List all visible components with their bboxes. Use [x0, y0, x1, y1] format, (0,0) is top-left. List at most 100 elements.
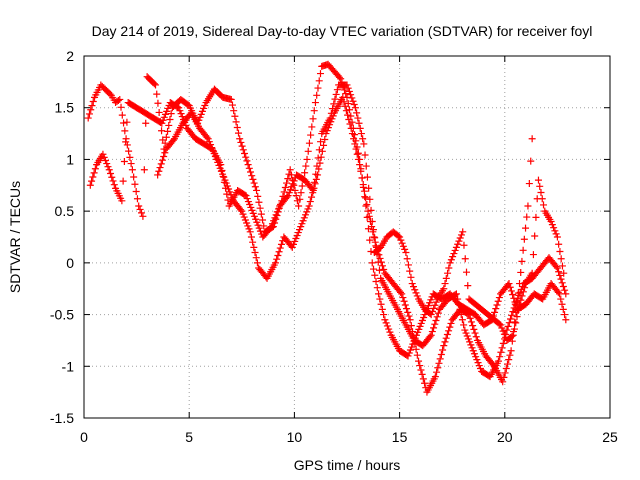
data-point	[399, 242, 407, 250]
data-point	[417, 366, 425, 374]
data-point	[464, 310, 472, 318]
data-point	[106, 90, 114, 98]
data-point	[540, 201, 548, 209]
data-point	[200, 104, 208, 112]
data-point	[243, 195, 251, 203]
data-point	[337, 75, 345, 83]
y-tick-label: 0.5	[55, 203, 75, 219]
data-point	[500, 373, 508, 381]
data-point	[561, 286, 569, 294]
data-point	[522, 224, 530, 232]
data-point	[153, 90, 161, 98]
data-point	[413, 292, 421, 300]
data-point	[296, 226, 304, 234]
data-point	[289, 240, 297, 248]
data-point	[350, 100, 358, 108]
x-axis-label: GPS time / hours	[294, 457, 401, 473]
data-point	[173, 103, 181, 111]
data-point	[254, 192, 262, 200]
data-point	[537, 189, 545, 197]
data-point	[353, 109, 361, 117]
data-point	[209, 147, 217, 155]
data-point	[400, 297, 408, 305]
data-point	[470, 350, 478, 358]
data-point	[404, 352, 412, 360]
data-point	[519, 288, 527, 296]
data-point	[421, 379, 429, 387]
data-point	[335, 73, 343, 81]
data-point	[238, 207, 246, 215]
data-point	[416, 322, 424, 330]
data-point	[427, 296, 435, 304]
data-point	[322, 130, 330, 138]
data-point	[105, 166, 113, 174]
data-point	[166, 116, 174, 124]
data-point	[302, 211, 310, 219]
data-point	[110, 181, 118, 189]
data-point	[273, 255, 281, 263]
data-point	[499, 327, 507, 335]
data-point	[226, 188, 234, 196]
series-track-c	[154, 93, 536, 396]
data-point	[409, 328, 417, 336]
data-point	[158, 119, 166, 127]
data-point	[524, 202, 532, 210]
data-point	[427, 331, 435, 339]
data-point	[419, 375, 427, 383]
data-point	[210, 150, 218, 158]
data-point	[243, 219, 251, 227]
data-point	[158, 127, 166, 135]
data-point	[104, 163, 112, 171]
data-point	[415, 357, 423, 365]
data-point	[550, 224, 558, 232]
data-point	[234, 129, 242, 137]
data-point	[344, 84, 352, 92]
data-point	[435, 359, 443, 367]
data-point	[365, 212, 373, 220]
data-point	[232, 118, 240, 126]
data-point	[398, 290, 406, 298]
data-point	[347, 112, 355, 120]
data-point	[249, 238, 257, 246]
data-point	[558, 300, 566, 308]
data-point	[154, 171, 162, 179]
data-point	[89, 173, 97, 181]
data-point	[397, 288, 405, 296]
data-point	[416, 362, 424, 370]
data-point	[197, 110, 205, 118]
data-point	[309, 189, 317, 197]
y-tick-label: 1.5	[55, 100, 75, 116]
data-point	[426, 299, 434, 307]
data-point	[128, 166, 136, 174]
data-point	[405, 349, 413, 357]
data-point	[351, 140, 359, 148]
data-point	[276, 244, 284, 252]
data-point	[159, 116, 167, 124]
data-point	[360, 187, 368, 195]
data-point	[408, 343, 416, 351]
data-point	[169, 136, 177, 144]
data-point	[357, 167, 365, 175]
data-point	[350, 135, 358, 143]
data-point	[238, 142, 246, 150]
data-point	[446, 323, 454, 331]
data-point	[508, 332, 516, 340]
data-point	[499, 339, 507, 347]
data-point	[304, 205, 312, 213]
x-tick-label: 15	[392, 429, 408, 445]
data-point	[426, 333, 434, 341]
data-point	[285, 189, 293, 197]
data-point	[452, 290, 460, 298]
data-point	[126, 153, 134, 161]
data-point	[311, 180, 319, 188]
data-point	[441, 338, 449, 346]
data-point	[375, 251, 383, 259]
data-point	[101, 156, 109, 164]
data-point	[376, 254, 384, 262]
data-point	[411, 286, 419, 294]
data-point	[403, 305, 411, 313]
data-point	[473, 356, 481, 364]
data-point	[538, 195, 546, 203]
data-point	[320, 141, 328, 149]
